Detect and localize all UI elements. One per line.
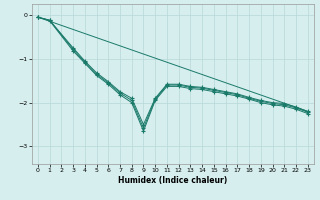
X-axis label: Humidex (Indice chaleur): Humidex (Indice chaleur) [118,176,228,185]
